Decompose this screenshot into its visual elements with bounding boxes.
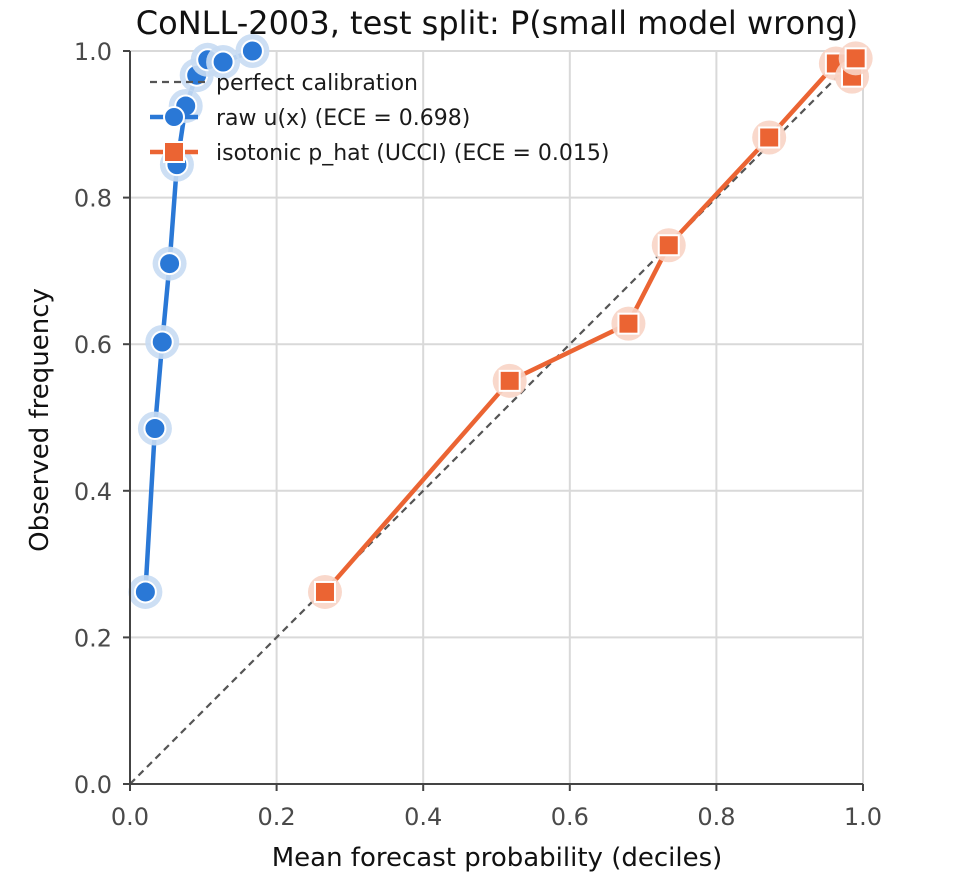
- y-tick-label: 1.0: [74, 38, 112, 66]
- isotonic-data-point: [617, 312, 640, 335]
- raw-data-point: [158, 252, 182, 276]
- x-axis-label: Mean forecast probability (deciles): [272, 843, 723, 873]
- isotonic-data-point: [313, 580, 336, 603]
- legend-reference-label: perfect calibration: [216, 71, 418, 96]
- legend: perfect calibration raw u(x) (ECE = 0.69…: [150, 71, 609, 166]
- y-tick-label: 0.8: [74, 185, 112, 213]
- raw-data-point: [143, 416, 167, 440]
- grid: [130, 50, 864, 784]
- reference-layer: [129, 50, 864, 785]
- isotonic-data-point: [758, 126, 781, 149]
- tick-labels: 0.0 0.2 0.4 0.6 0.8 1.0 0.0 0.2 0.4 0.6 0.8 1.0: [74, 38, 882, 831]
- perfect-calibration-line: [129, 50, 864, 785]
- y-tick-label: 0.4: [74, 478, 112, 506]
- legend-isotonic-swatch-marker: [163, 141, 185, 163]
- raw-series-line: [143, 48, 255, 595]
- isotonic-data-point: [844, 47, 867, 70]
- legend-raw-swatch-marker: [163, 106, 185, 128]
- y-axis-label: Observed frequency: [25, 288, 55, 552]
- legend-isotonic-label: isotonic p_hat (UCCI) (ECE = 0.015): [216, 141, 609, 166]
- raw-data-point: [240, 39, 264, 63]
- x-tick-label: 0.8: [697, 803, 735, 831]
- raw-data-point: [150, 330, 174, 354]
- chart-title: CoNLL-2003, test split: P(small model wr…: [136, 4, 858, 42]
- legend-raw-label: raw u(x) (ECE = 0.698): [216, 106, 470, 131]
- x-tick-label: 0.2: [258, 803, 296, 831]
- x-tick-label: 0.4: [404, 803, 442, 831]
- x-tick-label: 0.0: [111, 803, 149, 831]
- isotonic-data-point: [498, 369, 521, 392]
- y-tick-label: 0.6: [74, 331, 112, 359]
- y-tick-label: 0.2: [74, 624, 112, 652]
- axes: [123, 50, 864, 791]
- x-tick-label: 1.0: [844, 803, 882, 831]
- isotonic-data-point: [657, 234, 680, 257]
- raw-data-point: [133, 580, 157, 604]
- raw-data-point: [211, 50, 235, 74]
- x-tick-label: 0.6: [551, 803, 589, 831]
- y-tick-label: 0.0: [74, 771, 112, 799]
